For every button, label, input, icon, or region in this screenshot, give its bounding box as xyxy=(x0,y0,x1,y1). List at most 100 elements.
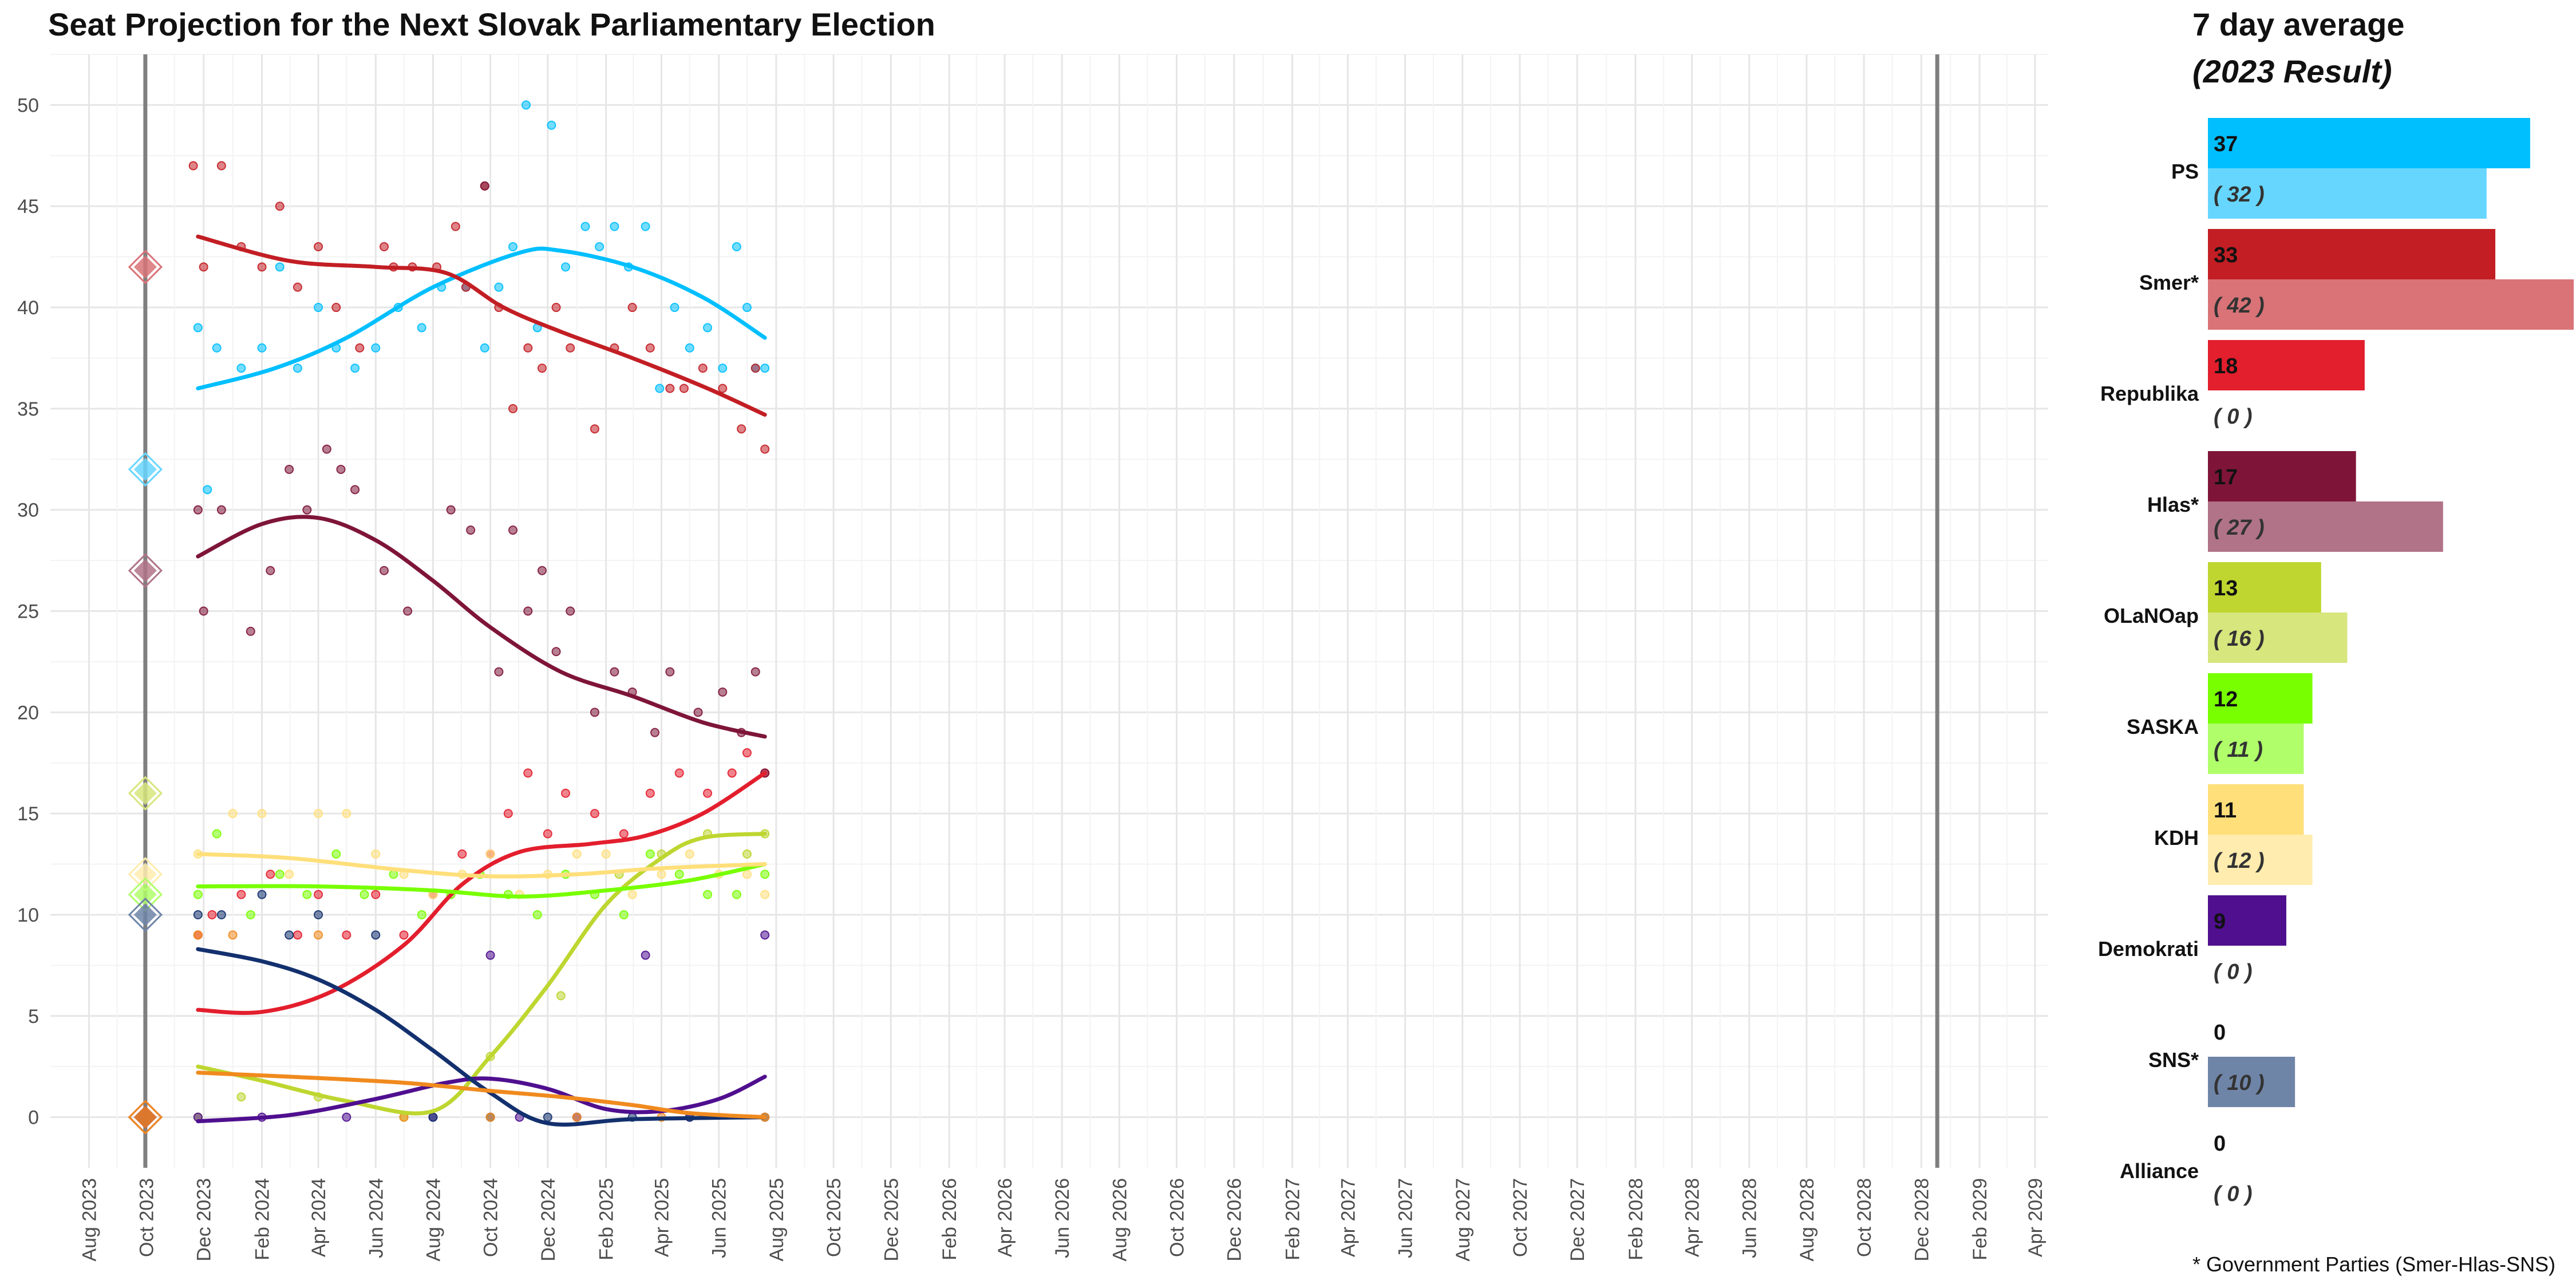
poll-point-saska xyxy=(359,890,369,899)
poll-point-hlas xyxy=(302,505,312,515)
party-label-ps: PS xyxy=(2171,160,2199,183)
poll-point-republika xyxy=(399,930,409,940)
poll-point-saska xyxy=(193,890,203,899)
poll-point-ps xyxy=(732,242,741,251)
x-tick-label: Aug 2028 xyxy=(1796,1178,1818,1262)
trend-line-kdh xyxy=(196,852,767,879)
x-tick-label: Oct 2023 xyxy=(136,1178,158,1257)
x-tick-label: Oct 2027 xyxy=(1510,1178,1531,1257)
election-marker-outline-alliance xyxy=(128,1100,163,1135)
poll-point-hlas xyxy=(665,667,675,677)
party-label-kdh: KDH xyxy=(2154,826,2199,850)
grid xyxy=(50,54,2048,1168)
seat-projection-chart: 0 5 10 15 20 25 30 35 40 45 50 Aug 2023 Oct 2023 Dec… xyxy=(17,54,2048,1262)
poll-point-saska xyxy=(417,910,426,919)
y-tick-label: 0 xyxy=(28,1107,39,1129)
poll-point-hlas xyxy=(650,728,660,737)
poll-point-demokrati xyxy=(641,950,650,960)
poll-point-saska xyxy=(302,890,312,899)
poll-point-ps xyxy=(494,282,504,292)
poll-point-saska xyxy=(532,910,542,919)
poll-point-hlas xyxy=(193,505,203,515)
poll-point-republika xyxy=(590,809,599,819)
poll-point-hlas xyxy=(266,566,275,575)
poll-point-sns xyxy=(543,1112,552,1122)
poll-point-smer xyxy=(750,364,760,373)
x-tick-label: Dec 2028 xyxy=(1911,1178,1933,1262)
current-bar-ps xyxy=(2208,118,2530,168)
poll-point-ps xyxy=(580,222,590,231)
current-value-olanoap: 13 xyxy=(2214,576,2238,600)
poll-point-smer xyxy=(698,364,708,373)
y-tick-label: 10 xyxy=(17,904,39,926)
poll-point-republika xyxy=(503,809,513,819)
election-marker-ps xyxy=(133,457,157,481)
poll-point-saska xyxy=(703,890,713,899)
poll-point-republika xyxy=(236,890,246,899)
poll-points xyxy=(188,100,770,1122)
result-value-smer: ( 42 ) xyxy=(2214,294,2265,318)
x-tick-label: Feb 2028 xyxy=(1625,1178,1647,1261)
party-label-sns: SNS* xyxy=(2148,1048,2199,1072)
current-bar-republika xyxy=(2208,340,2365,390)
election-marker-kdh xyxy=(133,863,157,886)
poll-point-smer xyxy=(293,282,302,292)
poll-point-ps xyxy=(561,262,571,272)
y-tick-label: 20 xyxy=(17,702,39,724)
poll-point-ps xyxy=(655,384,665,393)
y-tick-label: 50 xyxy=(17,94,39,116)
x-tick-label: Apr 2024 xyxy=(308,1178,330,1257)
poll-point-hlas xyxy=(380,566,389,575)
poll-point-republika xyxy=(523,768,533,778)
poll-point-republika xyxy=(674,768,684,778)
trend-line-alliance xyxy=(196,1070,767,1120)
poll-point-hlas xyxy=(523,606,533,616)
x-tick-label: Apr 2026 xyxy=(994,1178,1016,1257)
poll-point-smer xyxy=(331,303,341,313)
poll-point-republika xyxy=(619,829,629,839)
poll-point-smer xyxy=(355,343,365,353)
current-bar-hlas xyxy=(2208,451,2356,501)
y-tick-label: 40 xyxy=(17,297,39,319)
result-bar-saska xyxy=(2208,724,2304,774)
trend-line-republika xyxy=(196,771,767,1015)
poll-point-ps xyxy=(236,364,246,373)
current-value-saska: 12 xyxy=(2214,688,2238,712)
poll-point-sns xyxy=(193,910,203,919)
x-tick-label: Aug 2026 xyxy=(1109,1178,1131,1262)
poll-point-hlas xyxy=(246,626,255,636)
poll-point-hlas xyxy=(537,566,547,575)
poll-point-hlas xyxy=(693,708,703,717)
y-tick-label: 15 xyxy=(17,803,39,825)
x-tick-label: Jun 2028 xyxy=(1739,1178,1761,1258)
poll-point-kdh xyxy=(572,849,582,859)
trend-line-saska xyxy=(196,862,767,899)
poll-point-demokrati xyxy=(485,950,495,960)
x-tick-label: Dec 2025 xyxy=(880,1178,902,1262)
poll-point-smer xyxy=(314,242,323,251)
result-value-hlas: ( 27 ) xyxy=(2214,516,2265,540)
y-axis: 0 5 10 15 20 25 30 35 40 45 50 xyxy=(17,94,39,1128)
result-bar-ps xyxy=(2208,168,2487,219)
x-tick-label: Oct 2024 xyxy=(480,1178,502,1257)
poll-point-ps xyxy=(314,303,323,313)
x-tick-label: Dec 2024 xyxy=(538,1178,559,1262)
poll-point-smer xyxy=(537,364,547,373)
poll-point-saska xyxy=(732,890,741,899)
x-tick-label: Feb 2026 xyxy=(939,1178,961,1261)
party-label-demokrati: Demokrati xyxy=(2098,937,2199,961)
poll-point-republika xyxy=(457,849,467,859)
result-value-olanoap: ( 16 ) xyxy=(2214,627,2265,651)
poll-point-kdh xyxy=(627,890,637,899)
poll-point-sns xyxy=(285,930,294,940)
poll-point-saska xyxy=(331,849,341,859)
poll-point-alliance xyxy=(314,930,323,940)
poll-point-hlas xyxy=(322,444,331,454)
poll-point-ps xyxy=(610,222,619,231)
x-tick-label: Jun 2026 xyxy=(1052,1178,1073,1258)
poll-point-republika xyxy=(371,890,381,899)
poll-point-hlas xyxy=(285,464,294,474)
poll-point-smer xyxy=(380,242,389,251)
poll-point-ps xyxy=(641,222,650,231)
poll-point-kdh xyxy=(314,809,323,819)
